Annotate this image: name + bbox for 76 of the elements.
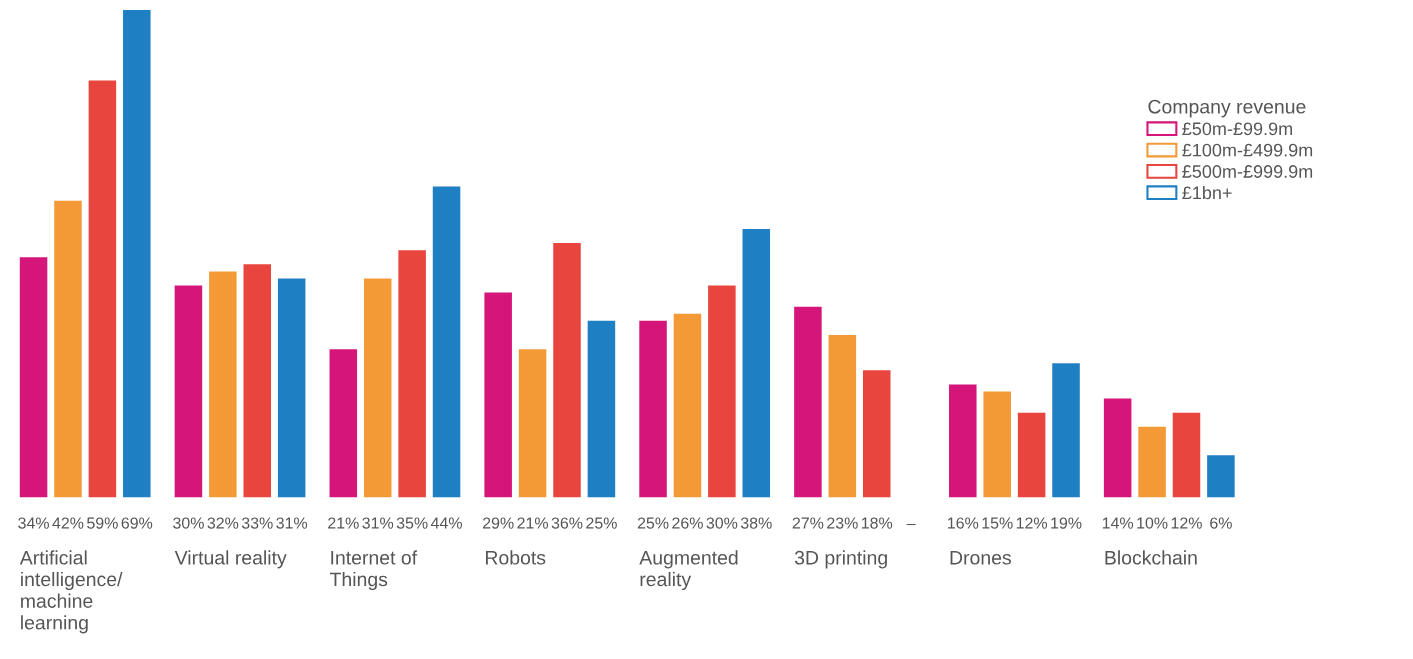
x-tick-label: Augmented reality — [639, 550, 738, 591]
bar — [828, 334, 857, 498]
bar — [673, 313, 702, 498]
data-label: 34% — [18, 517, 49, 529]
bar — [518, 349, 547, 498]
legend-title: Company revenue — [1148, 99, 1306, 118]
data-label: 42% — [52, 517, 84, 529]
data-label: 19% — [1051, 517, 1082, 529]
x-tick-label: Internet of Things — [329, 550, 418, 591]
legend-label: £500m-£999.9m — [1182, 165, 1313, 178]
bar — [949, 384, 977, 498]
data-label: 29% — [482, 517, 514, 529]
data-label: 31% — [276, 517, 308, 529]
bar — [794, 306, 822, 498]
bar — [1052, 363, 1080, 498]
x-tick-label: Robots — [486, 550, 546, 565]
bar — [19, 257, 48, 498]
bar — [983, 391, 1011, 498]
data-label: 44% — [430, 517, 462, 529]
bar — [708, 285, 736, 498]
bar — [363, 278, 392, 498]
data-label: 12% — [1171, 517, 1202, 529]
data-label: 15% — [982, 517, 1013, 529]
data-label: 26% — [672, 517, 703, 529]
data-label: 21% — [328, 517, 359, 529]
data-label: 31% — [362, 517, 394, 529]
legend-label: £50m-£99.9m — [1182, 122, 1292, 136]
data-label: 10% — [1137, 517, 1168, 529]
data-label: 6% — [1210, 517, 1232, 529]
bar — [1207, 455, 1235, 498]
bar — [742, 228, 771, 498]
bar — [639, 320, 667, 498]
legend-label: £100m-£499.9m — [1182, 143, 1313, 157]
bar — [1138, 426, 1166, 498]
x-tick-label: Blockchain — [1105, 550, 1197, 565]
bar — [243, 264, 272, 498]
data-label: 59% — [87, 517, 118, 529]
data-label: 36% — [551, 517, 583, 529]
data-label: 23% — [827, 517, 858, 529]
data-label: 33% — [241, 517, 273, 529]
bar — [587, 320, 616, 498]
data-label: 35% — [396, 517, 428, 529]
bar — [1017, 412, 1046, 498]
bar — [329, 349, 358, 498]
x-tick-label: Virtual reality — [174, 550, 287, 569]
data-label: 30% — [706, 517, 738, 529]
data-label: 38% — [740, 517, 772, 529]
bar — [862, 370, 891, 498]
data-label: 25% — [637, 517, 669, 529]
data-label: 32% — [207, 517, 239, 529]
bar — [277, 278, 306, 498]
data-label: 12% — [1016, 517, 1048, 529]
bar — [209, 271, 237, 498]
data-label: 14% — [1102, 517, 1134, 529]
bar — [54, 200, 82, 498]
bar — [432, 186, 461, 498]
x-tick-label: Artificial intelligence/ machine learning — [19, 550, 123, 634]
bar — [88, 80, 117, 498]
bar — [174, 285, 203, 498]
bar — [398, 250, 426, 498]
data-label: 16% — [948, 517, 979, 529]
data-label: 69% — [121, 517, 153, 529]
bar — [484, 292, 512, 498]
x-tick-label: 3D printing — [794, 550, 887, 569]
bar — [1103, 398, 1132, 498]
x-tick-label: Drones — [950, 551, 1011, 565]
data-label: 18% — [861, 517, 893, 529]
bar — [553, 243, 581, 498]
bar — [1172, 412, 1201, 498]
data-label: 21% — [517, 517, 548, 529]
data-label: 30% — [173, 517, 204, 529]
data-label: 27% — [792, 517, 824, 529]
data-label: 25% — [586, 517, 617, 529]
text: – — [906, 523, 916, 526]
legend-label: £1bn+ — [1182, 185, 1232, 200]
bar — [123, 9, 151, 498]
